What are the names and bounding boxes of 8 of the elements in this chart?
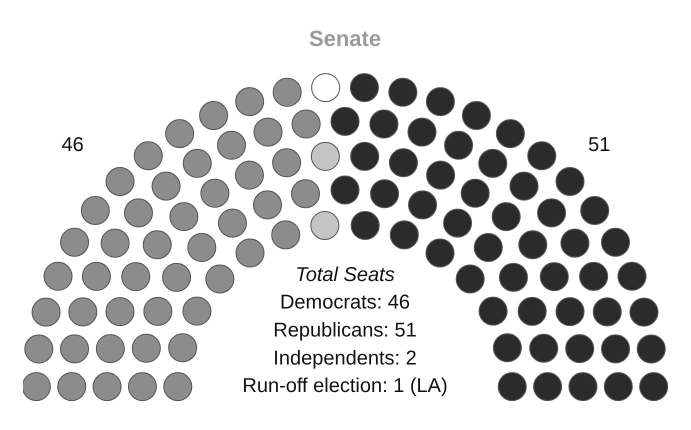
text: Senate xyxy=(308,26,382,51)
text: Total Seats xyxy=(295,264,395,286)
data-label: Run-off election: 1 (LA) xyxy=(242,375,448,398)
text: 51 xyxy=(588,134,610,156)
text: 46 xyxy=(62,134,84,156)
data-label: Democrats: 46 xyxy=(280,292,410,314)
data-label: Independents: 2 xyxy=(273,347,417,370)
data-label: Republicans: 51 xyxy=(273,319,417,342)
